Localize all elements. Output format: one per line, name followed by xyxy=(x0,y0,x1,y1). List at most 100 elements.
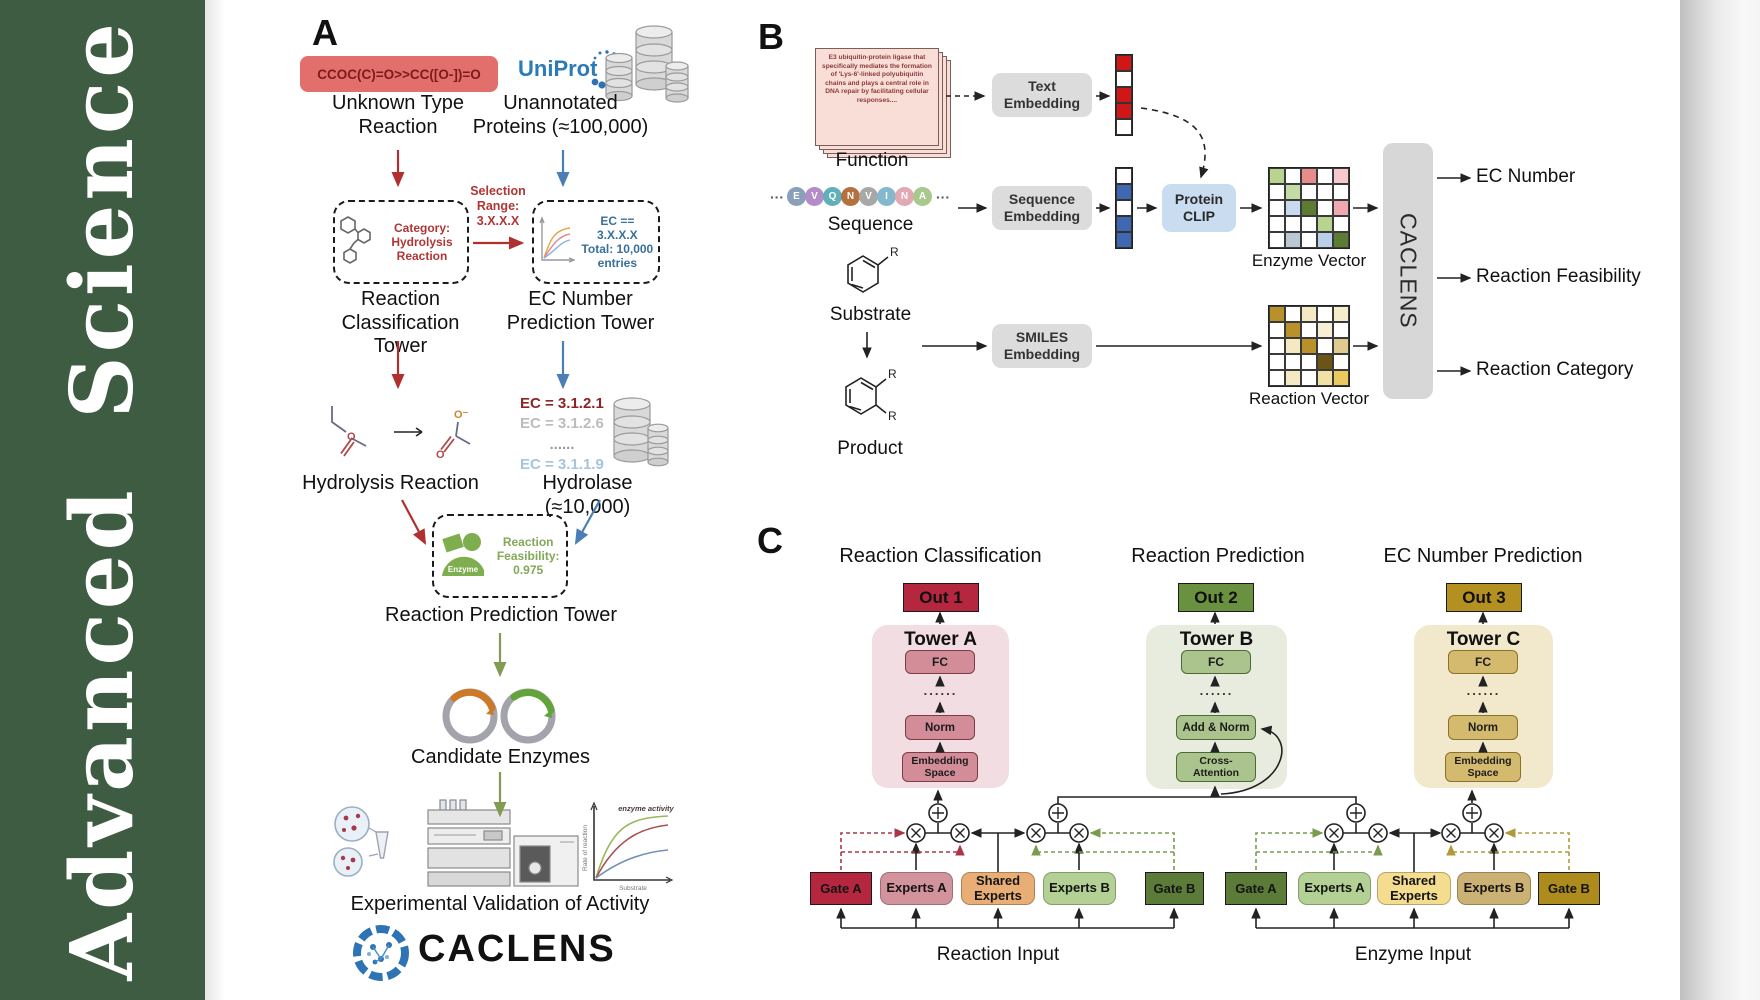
reaction-classification-tower-label: Reaction Classification Tower xyxy=(341,288,460,358)
product-structure: R R xyxy=(845,367,897,423)
reaction-experts-a: Experts A xyxy=(880,872,953,905)
moe-operator-nodes xyxy=(906,803,1504,843)
ec-selection-dashed-box: EC == 3.X.X.X Total: 10,000 entries xyxy=(532,200,660,284)
vector-cell xyxy=(1116,216,1132,232)
vector-cell xyxy=(1269,354,1285,370)
substrate-r-group: R xyxy=(890,245,899,259)
uniprot-logo-text: UniProt xyxy=(518,56,598,81)
output-reaction-category: Reaction Category xyxy=(1476,359,1634,380)
protein-clip-box: Protein CLIP xyxy=(1162,184,1236,232)
plasmid-icons xyxy=(442,688,556,744)
vector-cell xyxy=(1285,354,1301,370)
function-card-front: E3 ubiquitin-protein ligase that specifi… xyxy=(815,48,939,146)
tower-b-title: Tower B xyxy=(1179,629,1254,650)
svg-text:O⁻: O⁻ xyxy=(454,409,469,421)
reaction-vector-label: Reaction Vector xyxy=(1248,389,1369,408)
unknown-type-reaction-label: Unknown Type Reaction xyxy=(332,92,464,138)
tower-c-norm: Norm xyxy=(1448,715,1518,740)
vector-cell xyxy=(1317,338,1333,354)
enzyme-gate-a: Gate A xyxy=(1225,872,1287,905)
vector-cell xyxy=(1317,184,1333,200)
out1-box: Out 1 xyxy=(903,583,979,612)
vector-cell xyxy=(1333,232,1349,248)
tower-c-embedding-space: Embedding Space xyxy=(1445,752,1521,782)
vector-cell xyxy=(1269,338,1285,354)
text-embedding-vector xyxy=(1115,54,1133,136)
tower-a-embedding-space: Embedding Space xyxy=(902,752,978,782)
tower-c-dots: ...... xyxy=(1466,683,1501,698)
activity-plot-ylabel: Rate of reaction xyxy=(582,825,589,871)
journal-sidebar: Advanced Science xyxy=(0,0,205,1000)
vector-cell xyxy=(1285,322,1301,338)
vector-cell xyxy=(1317,200,1333,216)
selection-range-label: Selection Range: 3.X.X.X xyxy=(470,184,526,228)
vector-cell xyxy=(1269,322,1285,338)
vector-cell xyxy=(1333,306,1349,322)
vector-cell xyxy=(1285,232,1301,248)
smiles-string: CCOC(C)=O>>CC([O-])=O xyxy=(317,66,481,82)
vector-cell xyxy=(1116,168,1132,184)
page-edge-gradient xyxy=(1680,0,1760,1000)
tower-b-cross-attention: Cross- Attention xyxy=(1176,752,1256,782)
hydrolase-database-icon xyxy=(613,397,669,467)
smiles-embedding-box: SMILES Embedding xyxy=(992,324,1092,368)
caclens-wordmark: CACLENS xyxy=(418,928,616,970)
vector-cell xyxy=(1116,103,1132,119)
protein-database-icon xyxy=(605,25,689,103)
vector-cell xyxy=(1317,232,1333,248)
feasibility-dashed-box: Enzyme Reaction Feasibility: 0.975 xyxy=(432,514,568,598)
substrate-structure: R xyxy=(847,245,899,293)
vector-cell xyxy=(1301,370,1317,386)
output-reaction-feasibility: Reaction Feasibility xyxy=(1476,266,1641,287)
vector-cell xyxy=(1317,354,1333,370)
enzyme-blob-label: Enzyme xyxy=(448,565,479,574)
amino-acid-N: N xyxy=(841,187,860,206)
vector-cell xyxy=(1285,184,1301,200)
reaction-gate-a: Gate A xyxy=(810,872,872,905)
vector-cell xyxy=(1333,216,1349,232)
panel-c-label: C xyxy=(757,520,783,561)
smiles-reaction-pill: CCOC(C)=O>>CC([O-])=O xyxy=(300,56,498,92)
vector-cell xyxy=(1333,370,1349,386)
category-text: Category: Hydrolysis Reaction xyxy=(391,220,453,264)
vector-cell xyxy=(1317,322,1333,338)
amino-acid-E: E xyxy=(787,187,806,206)
vector-cell xyxy=(1317,216,1333,232)
vector-cell xyxy=(1285,338,1301,354)
vector-cell xyxy=(1116,119,1132,135)
candidate-enzymes-label: Candidate Enzymes xyxy=(411,746,590,768)
vector-cell xyxy=(1317,168,1333,184)
vector-cell xyxy=(1116,55,1132,71)
tower-c-panel: Tower C FC ...... Norm Embedding Space xyxy=(1414,625,1553,788)
caclens-logo-icon xyxy=(353,925,409,981)
amino-acid-I: I xyxy=(877,187,896,206)
hydrolysis-reaction-structures: O O O⁻ xyxy=(331,406,471,461)
out3-box: Out 3 xyxy=(1446,583,1522,612)
enzyme-input-label: Enzyme Input xyxy=(1354,944,1472,965)
function-card-text: E3 ubiquitin-protein ligase that specifi… xyxy=(822,54,932,104)
sequence-ellipsis: ··· xyxy=(936,188,950,205)
vector-cell xyxy=(1116,87,1132,103)
tower-b-fc: FC xyxy=(1181,650,1251,674)
panel-b-label: B xyxy=(758,16,784,57)
amino-acid-sequence: ··· E V Q N V I N A ··· xyxy=(766,187,954,206)
vector-cell xyxy=(1301,216,1317,232)
tower-a-norm: Norm xyxy=(905,715,975,740)
tower-a-fc: FC xyxy=(905,650,975,674)
enzyme-blob-icon: Enzyme xyxy=(442,533,484,576)
experimental-validation-label: Experimental Validation of Activity xyxy=(350,893,650,915)
product-r-group: R xyxy=(888,367,897,381)
amino-acid-V: V xyxy=(805,187,824,206)
substrate-label: Substrate xyxy=(829,304,912,325)
molecule-sketch-icon xyxy=(340,216,371,264)
vector-cell xyxy=(1285,200,1301,216)
heading-reaction-classification: Reaction Classification xyxy=(839,545,1042,567)
sequence-label: Sequence xyxy=(827,214,914,235)
vector-cell xyxy=(1333,354,1349,370)
sequence-ellipsis: ··· xyxy=(770,188,784,205)
hydrolysis-reaction-label: Hydrolysis Reaction xyxy=(302,472,479,494)
vector-cell xyxy=(1301,338,1317,354)
enzyme-experts-a: Experts A xyxy=(1298,872,1371,905)
out2-box: Out 2 xyxy=(1178,583,1254,612)
ec-item: EC = 3.1.1.9 xyxy=(520,455,604,473)
